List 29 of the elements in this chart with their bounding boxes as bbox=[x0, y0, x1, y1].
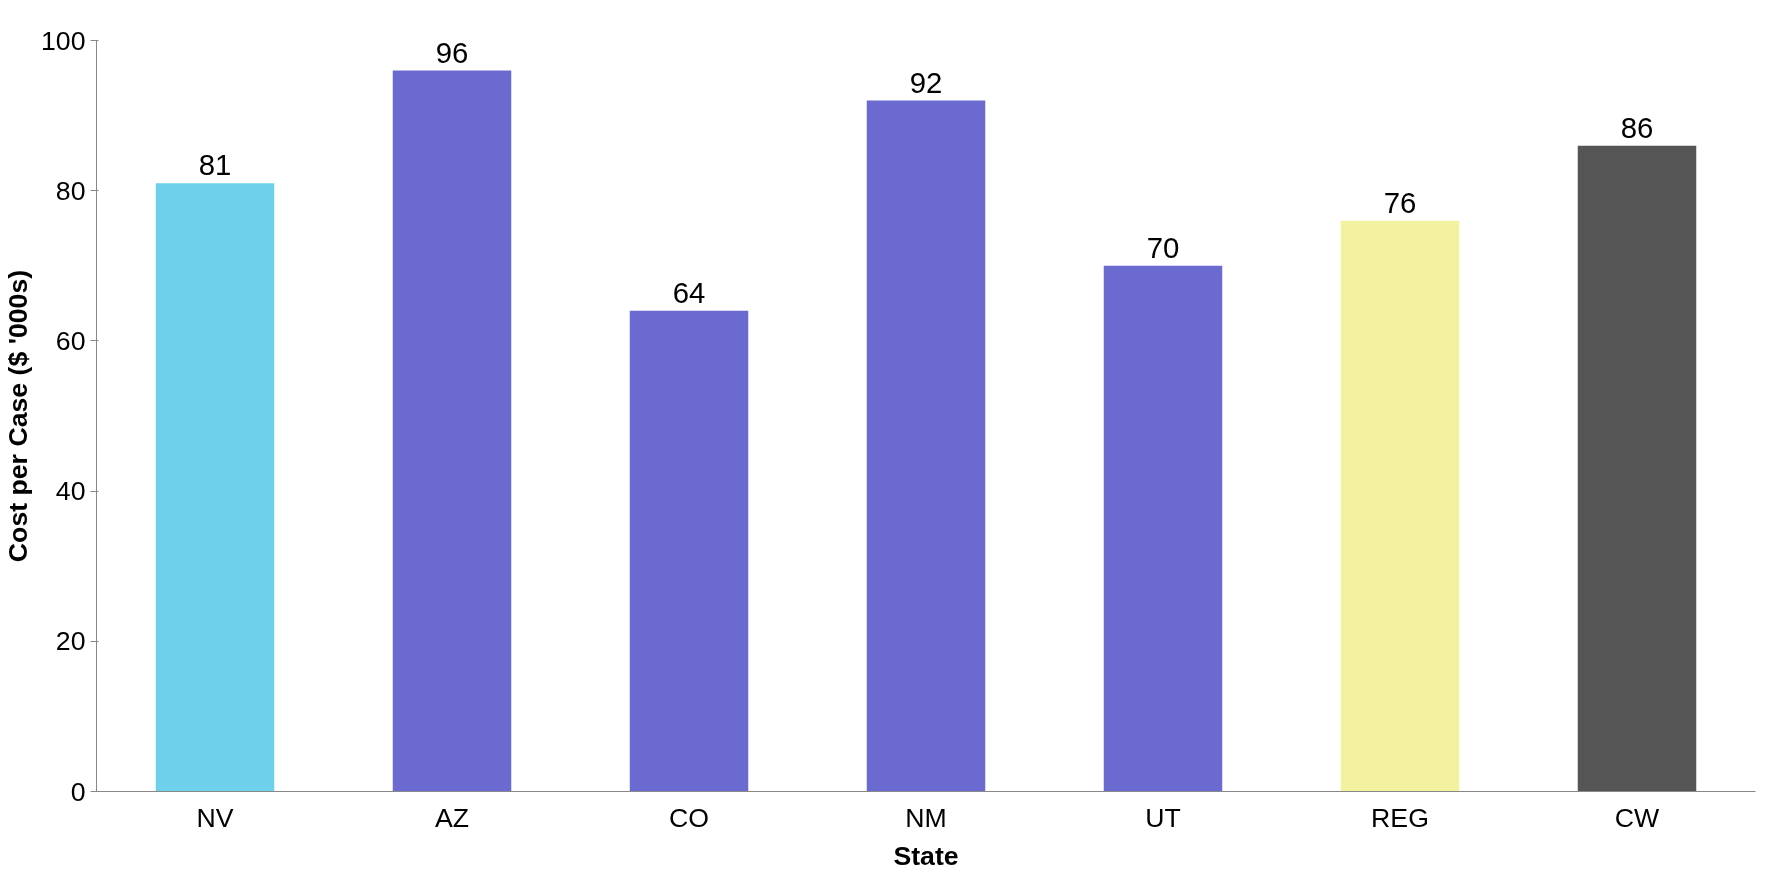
data-label: 64 bbox=[672, 275, 706, 309]
y-tick-label: 40 bbox=[55, 476, 86, 507]
data-label: 81 bbox=[198, 148, 232, 182]
data-label: 70 bbox=[1146, 230, 1180, 264]
bar bbox=[629, 310, 749, 792]
bar bbox=[1577, 145, 1697, 792]
data-label: 86 bbox=[1620, 110, 1654, 144]
y-axis-title: Cost per Case ($ '000s) bbox=[3, 269, 34, 563]
x-tick-label: CW bbox=[1614, 802, 1661, 833]
y-tick-label: 60 bbox=[55, 325, 86, 356]
data-label: 92 bbox=[909, 65, 943, 99]
x-tick-label: NV bbox=[196, 802, 234, 833]
x-tick-label: AZ bbox=[434, 802, 470, 833]
data-label: 76 bbox=[1383, 185, 1417, 219]
bar bbox=[392, 70, 512, 792]
y-tick-label: 80 bbox=[55, 175, 86, 206]
x-axis-title: State bbox=[893, 840, 959, 871]
x-tick-label: UT bbox=[1145, 802, 1181, 833]
x-tick-label: CO bbox=[669, 802, 709, 833]
x-tick-label: REG bbox=[1371, 802, 1429, 833]
data-label: 96 bbox=[435, 35, 469, 69]
y-tick-label: 0 bbox=[70, 776, 86, 807]
bar bbox=[1103, 265, 1223, 792]
bar bbox=[866, 100, 986, 792]
x-tick-label: NM bbox=[905, 802, 947, 833]
y-tick-label: 100 bbox=[41, 25, 86, 56]
bar bbox=[1340, 220, 1460, 792]
y-tick-label: 20 bbox=[55, 626, 86, 657]
bar bbox=[155, 183, 275, 792]
